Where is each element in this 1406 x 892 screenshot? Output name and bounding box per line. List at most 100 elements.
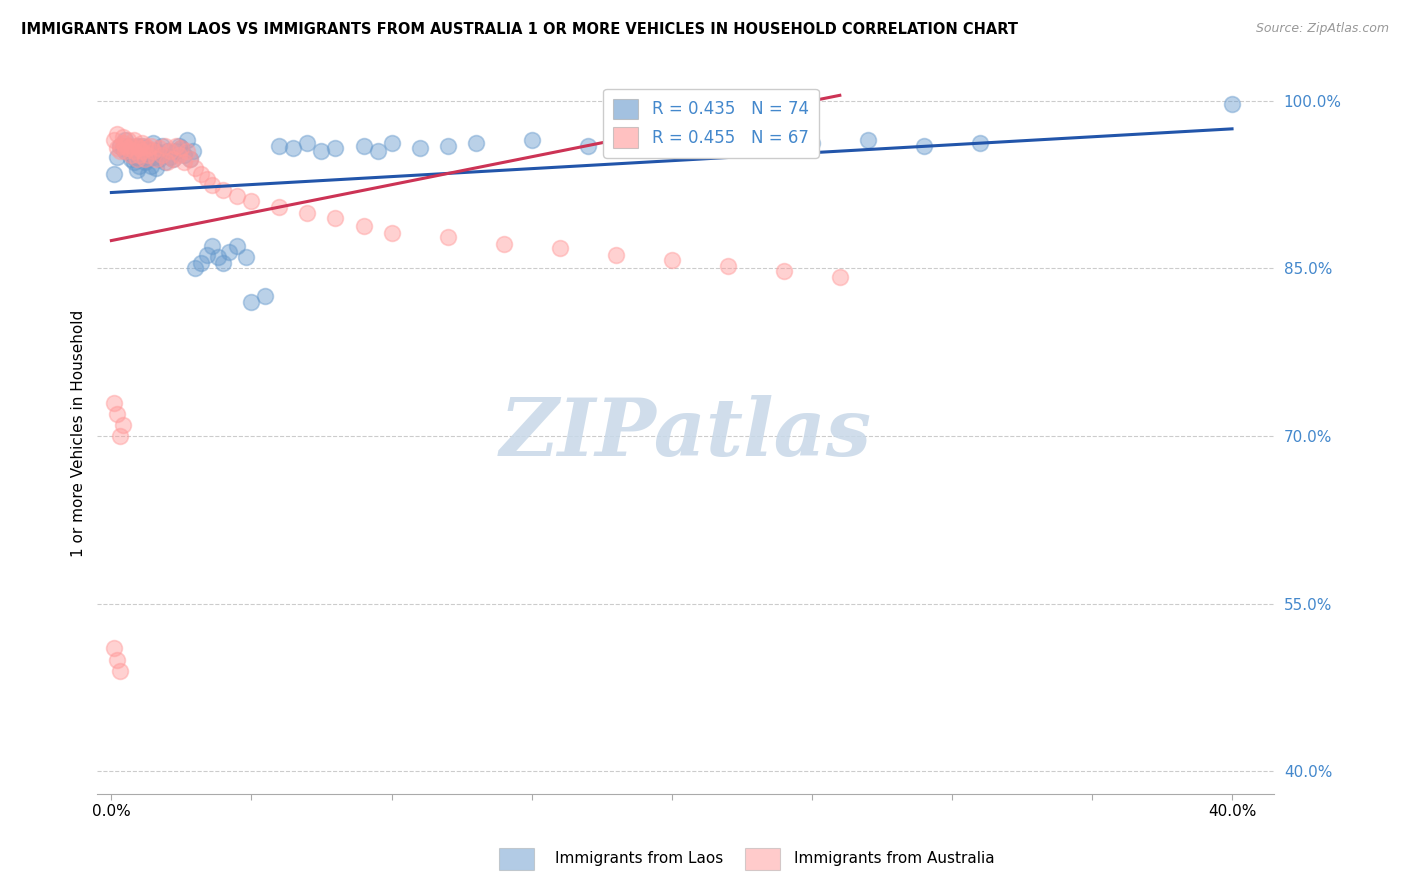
Point — [159, 144, 181, 158]
Point — [120, 144, 142, 158]
Point — [520, 133, 543, 147]
Point — [139, 159, 162, 173]
Point — [689, 133, 711, 147]
Point — [108, 429, 131, 443]
Point — [103, 641, 125, 656]
Point — [184, 161, 207, 175]
Point — [136, 167, 159, 181]
Point — [139, 138, 162, 153]
Point — [128, 152, 150, 166]
Point — [201, 178, 224, 192]
Point — [142, 150, 165, 164]
Text: Immigrants from Laos: Immigrants from Laos — [555, 851, 724, 865]
Point — [576, 138, 599, 153]
Point — [605, 248, 627, 262]
Point — [633, 136, 655, 151]
Point — [131, 136, 153, 151]
Point — [170, 141, 193, 155]
Point — [800, 136, 823, 151]
Point — [111, 417, 134, 432]
Point — [176, 144, 198, 158]
Point — [165, 138, 187, 153]
Text: IMMIGRANTS FROM LAOS VS IMMIGRANTS FROM AUSTRALIA 1 OR MORE VEHICLES IN HOUSEHOL: IMMIGRANTS FROM LAOS VS IMMIGRANTS FROM … — [21, 22, 1018, 37]
Point — [117, 133, 139, 147]
Text: Immigrants from Australia: Immigrants from Australia — [794, 851, 995, 865]
Point — [108, 144, 131, 158]
Point — [436, 138, 458, 153]
Point — [240, 194, 263, 209]
Point — [492, 236, 515, 251]
Point — [162, 152, 184, 166]
Point — [145, 144, 167, 158]
Point — [120, 147, 142, 161]
Point — [212, 183, 235, 197]
Point — [235, 250, 257, 264]
Text: ZIPatlas: ZIPatlas — [499, 394, 872, 472]
Point — [269, 138, 291, 153]
Point — [176, 133, 198, 147]
Point — [114, 144, 136, 158]
Point — [128, 144, 150, 158]
Point — [254, 289, 277, 303]
Point — [111, 141, 134, 155]
Point — [167, 147, 190, 161]
Point — [142, 136, 165, 151]
Point — [184, 261, 207, 276]
Point — [190, 167, 212, 181]
Point — [464, 136, 486, 151]
Point — [125, 152, 148, 166]
Point — [325, 141, 347, 155]
Point — [207, 250, 229, 264]
Point — [150, 147, 173, 161]
Point — [131, 144, 153, 158]
Point — [114, 144, 136, 158]
Point — [745, 138, 768, 153]
Point — [548, 241, 571, 255]
Point — [134, 155, 156, 169]
Point — [226, 189, 249, 203]
Point — [717, 260, 740, 274]
Point — [125, 163, 148, 178]
Point — [114, 138, 136, 153]
Point — [139, 144, 162, 158]
Point — [105, 652, 128, 666]
Point — [436, 230, 458, 244]
Point — [226, 239, 249, 253]
Point — [128, 159, 150, 173]
Point — [125, 138, 148, 153]
Point — [165, 144, 187, 158]
Point — [856, 133, 879, 147]
Point — [380, 226, 402, 240]
Point — [114, 133, 136, 147]
Point — [150, 147, 173, 161]
Point — [122, 144, 145, 158]
Point — [173, 147, 195, 161]
Point — [912, 138, 935, 153]
Point — [408, 141, 430, 155]
Point — [145, 161, 167, 175]
Point — [156, 155, 179, 169]
Point — [117, 138, 139, 153]
Text: Source: ZipAtlas.com: Source: ZipAtlas.com — [1256, 22, 1389, 36]
Point — [353, 138, 375, 153]
Y-axis label: 1 or more Vehicles in Household: 1 or more Vehicles in Household — [72, 310, 86, 557]
Point — [134, 141, 156, 155]
Point — [240, 295, 263, 310]
Point — [117, 141, 139, 155]
Point — [167, 138, 190, 153]
Point — [148, 152, 170, 166]
Point — [153, 138, 176, 153]
Point — [212, 256, 235, 270]
Point — [661, 252, 683, 267]
Point — [103, 167, 125, 181]
Point — [122, 133, 145, 147]
Point — [122, 150, 145, 164]
Point — [325, 211, 347, 226]
Point — [108, 138, 131, 153]
Point — [162, 152, 184, 166]
Point — [156, 144, 179, 158]
Point — [380, 136, 402, 151]
Point — [218, 244, 240, 259]
Point — [148, 141, 170, 155]
Point — [120, 138, 142, 153]
